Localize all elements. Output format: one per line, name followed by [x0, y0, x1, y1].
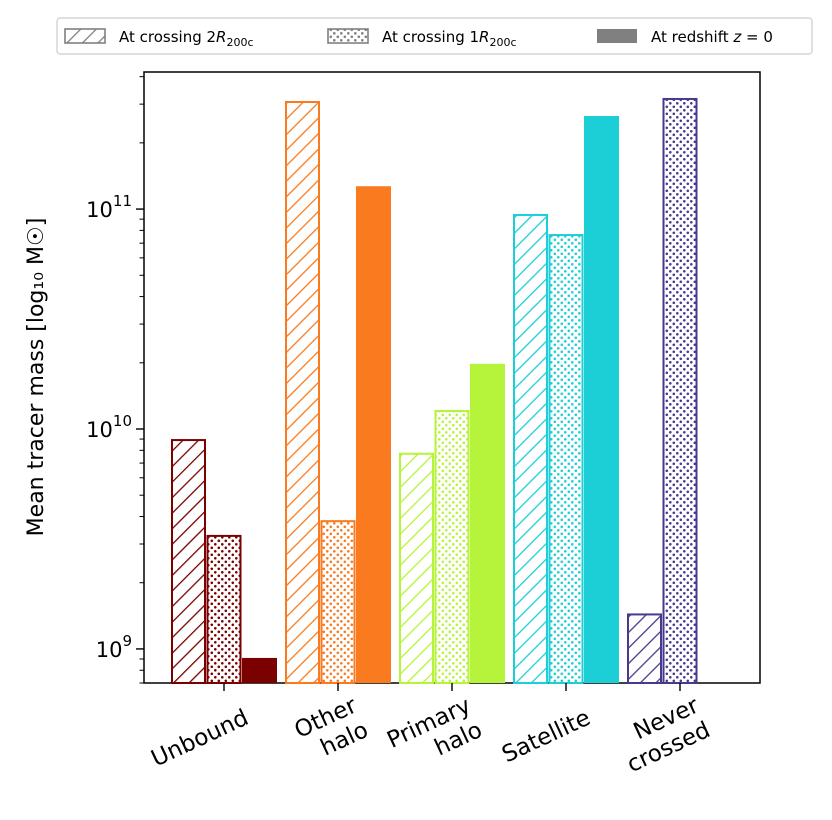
bar-3-dots: [548, 234, 584, 685]
x-axis: Unbound Otherhalo Primaryhalo Satellite Neve…: [147, 683, 714, 778]
bar-4-hatch: [627, 613, 662, 685]
bar-0-hatch: [171, 439, 206, 684]
bar-3-hatch: [513, 213, 548, 685]
legend: At crossing 2R200c At crossing 1R200c At r…: [56, 17, 813, 55]
legend-item-1: At crossing 1R200c: [327, 28, 517, 49]
bar-2-dots: [434, 410, 470, 684]
bar-2-solid: [470, 363, 505, 683]
y-axis-title: Mean tracer mass [log₁₀ M☉]: [24, 218, 49, 537]
legend-frame: [56, 17, 813, 55]
category-label-2: Primaryhalo: [383, 693, 486, 779]
legend-swatch: [597, 29, 637, 43]
y-tick-label: 1010: [86, 412, 132, 442]
legend-swatch: [327, 28, 369, 44]
category-label-3: Satellite: [498, 705, 594, 768]
y-tick-label: 109: [96, 632, 132, 662]
legend-item-0: At crossing 2R200c: [64, 28, 254, 49]
legend-swatch: [64, 28, 106, 44]
category-label-0: Unbound: [147, 705, 252, 772]
bar-1-dots: [320, 520, 356, 684]
bar-0-solid: [242, 657, 277, 683]
y-axis: 109 1010 1011: [86, 76, 144, 684]
bar-3-solid: [584, 115, 619, 684]
y-tick-label: 1011: [86, 192, 132, 222]
category-label-1: Otherhalo: [291, 692, 373, 768]
legend-label: At crossing 2R200c: [119, 28, 254, 49]
legend-label: At crossing 1R200c: [382, 28, 517, 49]
bar-2-hatch: [399, 452, 434, 684]
bar-4-dots: [662, 97, 698, 684]
legend-item-2: At redshift z = 0: [597, 28, 773, 46]
bars: [171, 97, 698, 685]
legend-label: At redshift z = 0: [651, 28, 773, 46]
category-label-4: Nevercrossed: [612, 692, 715, 778]
bar-0-dots: [206, 534, 242, 684]
bar-1-hatch: [285, 101, 320, 684]
bar-1-solid: [356, 186, 391, 683]
